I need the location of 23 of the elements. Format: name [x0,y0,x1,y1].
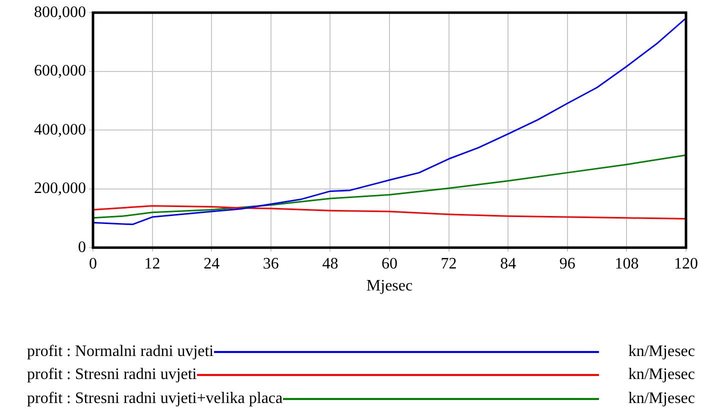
x-tick-label: 60 [382,255,398,272]
x-tick-label: 84 [500,255,516,272]
x-tick-label: 48 [322,255,338,272]
x-tick-label: 72 [440,255,457,272]
x-axis-title: Mjesec [366,278,413,295]
x-tick-label: 24 [204,255,220,272]
x-tick-label: 36 [262,255,279,272]
y-tick-label: 0 [78,238,86,256]
legend-label: profit : Normalni radni uvjeti [27,342,214,361]
y-tick-label: 400,000 [34,121,86,138]
x-tick-label: 96 [559,255,576,272]
legend-label: profit : Stresni radni uvjeti [27,366,197,384]
x-tick-label: 120 [674,255,698,272]
y-tick-label: 600,000 [34,62,86,80]
y-tick-label: 200,000 [34,180,86,198]
legend-label: profit : Stresni radni uvjeti+velika placa [27,390,283,408]
text: kn/Mjesec [627,342,695,361]
x-tick-label: 108 [614,255,639,272]
x-tick-label: 0 [89,255,97,272]
text: kn/Mjesec [627,366,695,384]
text: kn/Mjesec [627,390,695,408]
y-tick-label: 800,000 [34,4,86,21]
x-tick-label: 12 [144,255,160,272]
